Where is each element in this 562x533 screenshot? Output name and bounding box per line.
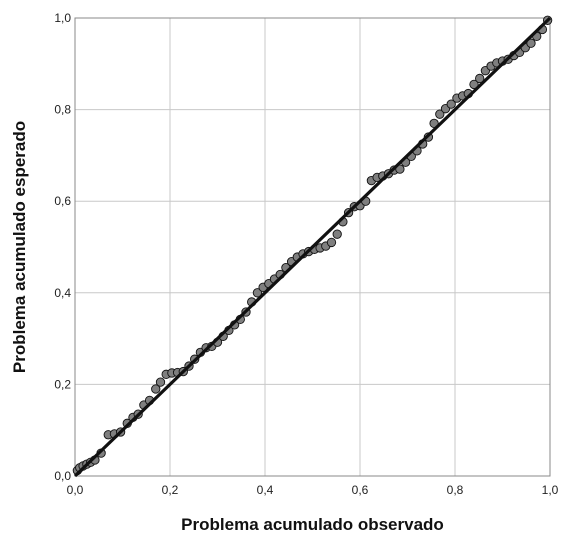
y-tick-label: 1,0 [54,11,71,25]
x-tick-label: 1,0 [542,483,559,497]
y-tick-labels: 0,0 0,2 0,4 0,6 0,8 1,0 [54,11,71,483]
data-point [151,384,161,394]
plot-frame [74,17,551,477]
reference-line [73,16,552,478]
y-axis-label: Problema acumulado esperado [10,121,29,373]
data-point [155,377,166,387]
data-point [475,73,485,84]
data-point [435,109,445,119]
data-point [469,79,479,90]
data-point [446,99,456,109]
x-tick-labels: 0,0 0,2 0,4 0,6 0,8 1,0 [67,483,559,497]
x-tick-label: 0,4 [257,483,274,497]
y-tick-label: 0,8 [54,103,71,117]
data-point [326,237,337,248]
x-tick-label: 0,8 [447,483,464,497]
x-tick-label: 0,6 [352,483,369,497]
y-tick-label: 0,2 [54,377,71,391]
data-point [332,229,342,239]
x-tick-label: 0,0 [67,483,84,497]
data-point [526,38,536,48]
data-point [252,288,263,298]
x-axis-label: Problema acumulado observado [181,515,444,533]
y-tick-label: 0,4 [54,286,71,300]
x-tick-label: 0,2 [162,483,179,497]
y-tick-label: 0,6 [54,194,71,208]
y-tick-label: 0,0 [54,469,71,483]
